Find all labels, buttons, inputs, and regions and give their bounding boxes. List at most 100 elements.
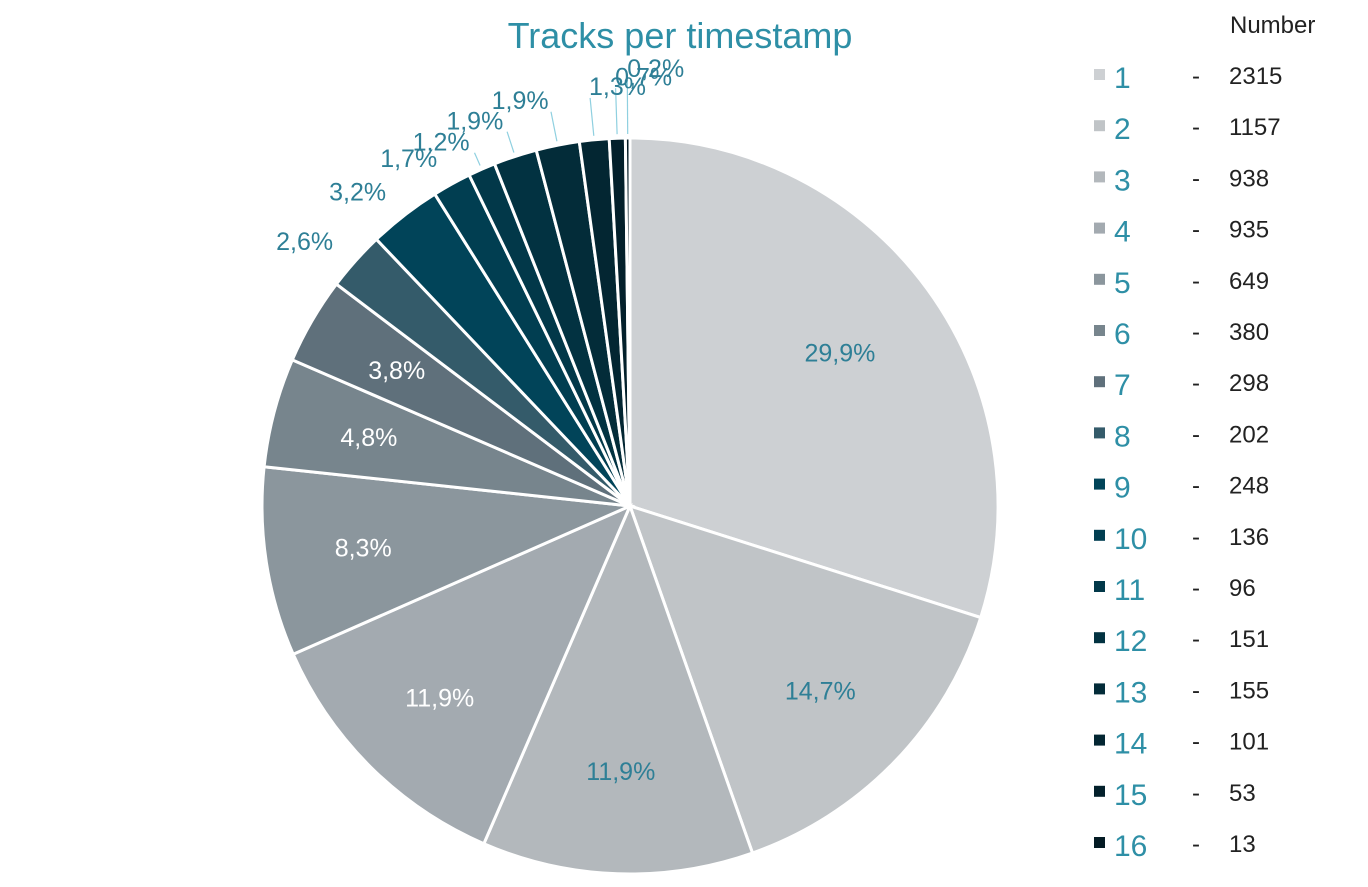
legend-swatch-1 bbox=[1094, 69, 1105, 80]
chart-title: Tracks per timestamp bbox=[508, 15, 853, 56]
legend-swatch-6 bbox=[1094, 325, 1105, 336]
legend-value-4: 935 bbox=[1229, 217, 1269, 244]
legend-item-7: 7 - 298 bbox=[1094, 369, 1269, 402]
legend-value-8: 202 bbox=[1229, 421, 1269, 448]
leader-line-13 bbox=[550, 111, 558, 142]
legend-swatch-12 bbox=[1094, 632, 1105, 644]
slice-label-4: 11,9% bbox=[405, 685, 474, 713]
legend-item-9: 9 - 248 bbox=[1094, 472, 1269, 505]
legend-category-14: 14 bbox=[1114, 728, 1147, 761]
legend-item-12: 12 - 151 bbox=[1094, 625, 1269, 658]
legend-swatch-10 bbox=[1094, 529, 1105, 541]
slice-label-9: 3,2% bbox=[329, 179, 386, 207]
legend-item-10: 10 - 136 bbox=[1094, 523, 1269, 556]
legend-item-5: 5 - 649 bbox=[1094, 267, 1269, 300]
legend-dash: - bbox=[1192, 114, 1200, 141]
slice-label-1: 29,9% bbox=[804, 340, 875, 368]
legend-item-1: 1 - 2315 bbox=[1094, 62, 1282, 95]
legend-swatch-15 bbox=[1094, 785, 1105, 797]
legend-value-13: 155 bbox=[1229, 677, 1269, 704]
legend-category-13: 13 bbox=[1114, 676, 1147, 709]
pie-slice-1 bbox=[628, 136, 1000, 620]
legend-item-14: 14 - 101 bbox=[1094, 728, 1269, 761]
legend-value-5: 649 bbox=[1229, 268, 1269, 295]
legend-dash: - bbox=[1192, 831, 1200, 858]
legend-category-4: 4 bbox=[1114, 216, 1131, 249]
legend: 1-23152-11573-9384-9355-6496-3807-2988-2… bbox=[1094, 62, 1282, 863]
slice-labels: 29,9% 14,7% 11,9% 11,9% 8,3% 4,8% 3,8% 2,6% 3,2%… bbox=[276, 55, 875, 786]
legend-swatch-14 bbox=[1094, 734, 1105, 746]
legend-category-8: 8 bbox=[1114, 420, 1131, 453]
legend-dash: - bbox=[1192, 217, 1200, 244]
legend-category-16: 16 bbox=[1114, 830, 1147, 863]
pie-slice-2 bbox=[627, 503, 983, 855]
pie-slice-3 bbox=[481, 501, 755, 876]
legend-category-12: 12 bbox=[1114, 625, 1147, 658]
legend-swatch-16 bbox=[1094, 837, 1105, 848]
legend-value-14: 101 bbox=[1229, 729, 1269, 756]
legend-item-16: 16 - 13 bbox=[1094, 830, 1256, 863]
legend-item-3: 3 - 938 bbox=[1094, 164, 1269, 197]
legend-category-10: 10 bbox=[1114, 523, 1147, 556]
legend-category-1: 1 bbox=[1114, 62, 1131, 95]
legend-item-15: 15 - 53 bbox=[1094, 779, 1256, 812]
legend-dash: - bbox=[1192, 524, 1200, 551]
slice-label-10: 1,7% bbox=[380, 145, 437, 173]
legend-dash: - bbox=[1192, 421, 1200, 448]
slice-label-15: 0,7% bbox=[615, 63, 672, 91]
slice-label-14: 1,3% bbox=[589, 73, 646, 101]
legend-value-2: 1157 bbox=[1229, 114, 1281, 141]
pie-slice-4 bbox=[291, 503, 633, 846]
legend-value-6: 380 bbox=[1229, 319, 1269, 346]
legend-item-8: 8 - 202 bbox=[1094, 420, 1269, 453]
slice-label-12: 1,9% bbox=[446, 107, 503, 135]
legend-swatch-5 bbox=[1094, 273, 1105, 285]
legend-swatch-4 bbox=[1094, 222, 1105, 234]
legend-dash: - bbox=[1192, 63, 1200, 90]
leader-line-14 bbox=[589, 97, 595, 136]
slice-label-16: 0,2% bbox=[627, 55, 684, 83]
slice-label-2: 14,7% bbox=[785, 677, 856, 705]
legend-dash: - bbox=[1192, 677, 1200, 704]
legend-item-2: 2 - 1157 bbox=[1094, 113, 1281, 146]
legend-dash: - bbox=[1192, 319, 1200, 346]
legend-category-5: 5 bbox=[1114, 267, 1131, 300]
legend-item-6: 6 - 380 bbox=[1094, 318, 1269, 351]
legend-item-4: 4 - 935 bbox=[1094, 216, 1269, 249]
slice-label-5: 8,3% bbox=[335, 534, 392, 562]
legend-value-12: 151 bbox=[1229, 626, 1269, 653]
slice-label-13: 1,9% bbox=[492, 87, 549, 115]
slice-label-6: 4,8% bbox=[340, 424, 397, 452]
legend-category-6: 6 bbox=[1114, 318, 1131, 351]
legend-dash: - bbox=[1192, 370, 1200, 397]
pie-slice-16 bbox=[623, 136, 632, 507]
legend-item-13: 13 - 155 bbox=[1094, 676, 1269, 709]
legend-dash: - bbox=[1192, 268, 1200, 295]
legend-dash: - bbox=[1192, 729, 1200, 756]
slice-label-3: 11,9% bbox=[586, 758, 655, 786]
legend-value-10: 136 bbox=[1229, 524, 1269, 551]
legend-swatch-13 bbox=[1094, 683, 1105, 695]
leader-line-15 bbox=[615, 88, 618, 135]
slice-label-8: 2,6% bbox=[276, 228, 333, 256]
legend-value-3: 938 bbox=[1229, 165, 1269, 192]
legend-value-15: 53 bbox=[1229, 780, 1256, 807]
legend-swatch-2 bbox=[1094, 120, 1105, 132]
legend-value-1: 2315 bbox=[1229, 63, 1282, 90]
legend-swatch-9 bbox=[1094, 478, 1105, 490]
pie-slice-5 bbox=[260, 465, 636, 657]
legend-dash: - bbox=[1192, 473, 1200, 500]
legend-swatch-3 bbox=[1094, 171, 1105, 183]
legend-item-11: 11 - 96 bbox=[1094, 574, 1256, 607]
legend-category-11: 11 bbox=[1114, 574, 1145, 607]
legend-header: Number bbox=[1230, 12, 1315, 39]
legend-dash: - bbox=[1192, 780, 1200, 807]
leader-line-11 bbox=[473, 152, 481, 166]
legend-category-15: 15 bbox=[1114, 779, 1147, 812]
legend-value-9: 248 bbox=[1229, 473, 1269, 500]
leader-lines bbox=[473, 79, 629, 166]
slice-label-11: 1,2% bbox=[413, 129, 470, 157]
legend-swatch-7 bbox=[1094, 376, 1105, 388]
legend-category-2: 2 bbox=[1114, 113, 1131, 146]
